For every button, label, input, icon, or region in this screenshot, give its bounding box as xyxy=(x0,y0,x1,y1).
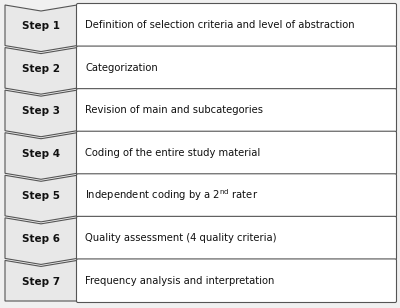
FancyBboxPatch shape xyxy=(76,259,396,302)
Text: Step 2: Step 2 xyxy=(22,64,60,74)
Text: Independent coding by a 2$^{\mathregular{nd}}$ rater: Independent coding by a 2$^{\mathregular… xyxy=(85,188,258,204)
Polygon shape xyxy=(5,90,77,137)
Text: Quality assessment (4 quality criteria): Quality assessment (4 quality criteria) xyxy=(85,233,276,243)
Polygon shape xyxy=(5,218,77,265)
Text: Step 7: Step 7 xyxy=(22,277,60,287)
FancyBboxPatch shape xyxy=(76,89,396,132)
Polygon shape xyxy=(5,47,77,94)
FancyBboxPatch shape xyxy=(76,131,396,175)
Text: Step 3: Step 3 xyxy=(22,106,60,116)
Text: Frequency analysis and interpretation: Frequency analysis and interpretation xyxy=(85,276,274,286)
Text: Step 1: Step 1 xyxy=(22,21,60,31)
FancyBboxPatch shape xyxy=(76,3,396,47)
FancyBboxPatch shape xyxy=(76,174,396,217)
FancyBboxPatch shape xyxy=(76,46,396,90)
FancyBboxPatch shape xyxy=(76,216,396,260)
Text: Step 6: Step 6 xyxy=(22,234,60,244)
Polygon shape xyxy=(5,261,77,301)
Text: Revision of main and subcategories: Revision of main and subcategories xyxy=(85,105,263,116)
Text: Definition of selection criteria and level of abstraction: Definition of selection criteria and lev… xyxy=(85,20,355,30)
Text: Step 4: Step 4 xyxy=(22,149,60,159)
Polygon shape xyxy=(5,5,77,51)
Text: Coding of the entire study material: Coding of the entire study material xyxy=(85,148,260,158)
Text: Categorization: Categorization xyxy=(85,63,158,73)
Polygon shape xyxy=(5,133,77,179)
Polygon shape xyxy=(5,175,77,222)
Text: Step 5: Step 5 xyxy=(22,192,60,201)
